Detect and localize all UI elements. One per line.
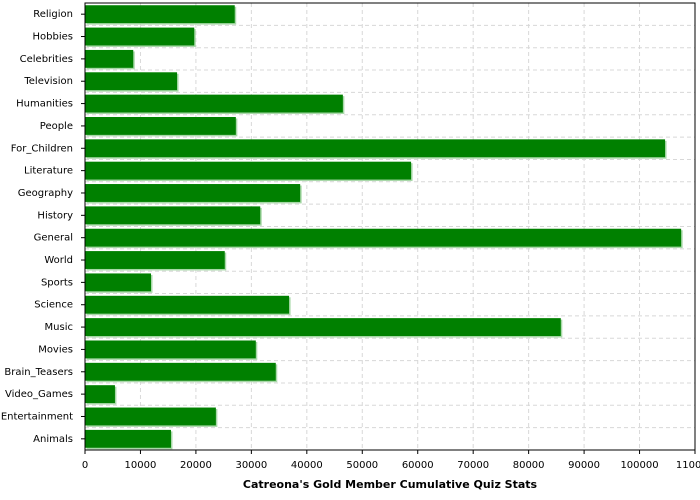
y-tick-label: For_Children <box>11 143 73 154</box>
x-tick-label: 10000 <box>125 460 157 471</box>
y-tick-label: People <box>40 121 73 132</box>
y-tick-label: Movies <box>38 344 73 355</box>
bar <box>85 340 256 359</box>
bar <box>85 228 682 247</box>
y-tick-label: Celebrities <box>20 54 73 65</box>
bar <box>85 27 195 46</box>
bar <box>85 295 290 314</box>
bar <box>85 318 561 337</box>
bar <box>85 362 276 381</box>
y-tick-label: Literature <box>24 166 73 177</box>
bar <box>85 251 225 269</box>
bar <box>85 161 412 180</box>
x-axis-title: Catreona's Gold Member Cumulative Quiz S… <box>243 478 538 491</box>
bar <box>85 385 115 404</box>
plot-frame <box>84 2 696 451</box>
x-tick-label: 70000 <box>457 460 489 471</box>
bar <box>85 5 235 24</box>
bar <box>85 206 261 225</box>
y-tick-label: Animals <box>33 434 73 445</box>
y-tick-label: Television <box>23 76 73 87</box>
x-tick-label: 40000 <box>291 460 323 471</box>
y-tick-label: General <box>34 233 73 244</box>
y-tick-label: Brain_Teasers <box>4 367 73 378</box>
x-tick-label: 30000 <box>235 460 267 471</box>
y-tick-label: Entertainment <box>1 411 73 422</box>
y-tick-label: Hobbies <box>33 32 73 43</box>
y-tick-label: Religion <box>33 9 73 20</box>
x-tick-label: 60000 <box>402 460 434 471</box>
bar <box>85 94 343 113</box>
x-tick-label: 110000 <box>676 460 700 471</box>
y-tick-label: Video_Games <box>5 389 73 400</box>
y-tick-label: Sports <box>41 277 73 288</box>
x-tick-label: 20000 <box>180 460 212 471</box>
bar <box>85 139 666 158</box>
y-tick-label: Science <box>34 300 73 311</box>
x-tick-label: 90000 <box>568 460 600 471</box>
bar <box>85 407 216 426</box>
y-tick-label: Music <box>45 322 73 333</box>
x-tick-label: 50000 <box>346 460 378 471</box>
bar <box>85 116 236 135</box>
y-tick-label: World <box>44 255 73 266</box>
bar <box>85 429 171 448</box>
bar <box>85 49 134 68</box>
x-tick-label: 100000 <box>620 460 658 471</box>
bar <box>85 184 301 202</box>
bar <box>85 72 178 91</box>
y-tick-label: History <box>37 210 73 221</box>
x-tick-label: 0 <box>82 460 88 471</box>
y-tick-label: Geography <box>18 188 73 199</box>
y-tick-label: Humanities <box>16 99 73 110</box>
bar <box>85 273 151 292</box>
x-tick-label: 80000 <box>513 460 545 471</box>
